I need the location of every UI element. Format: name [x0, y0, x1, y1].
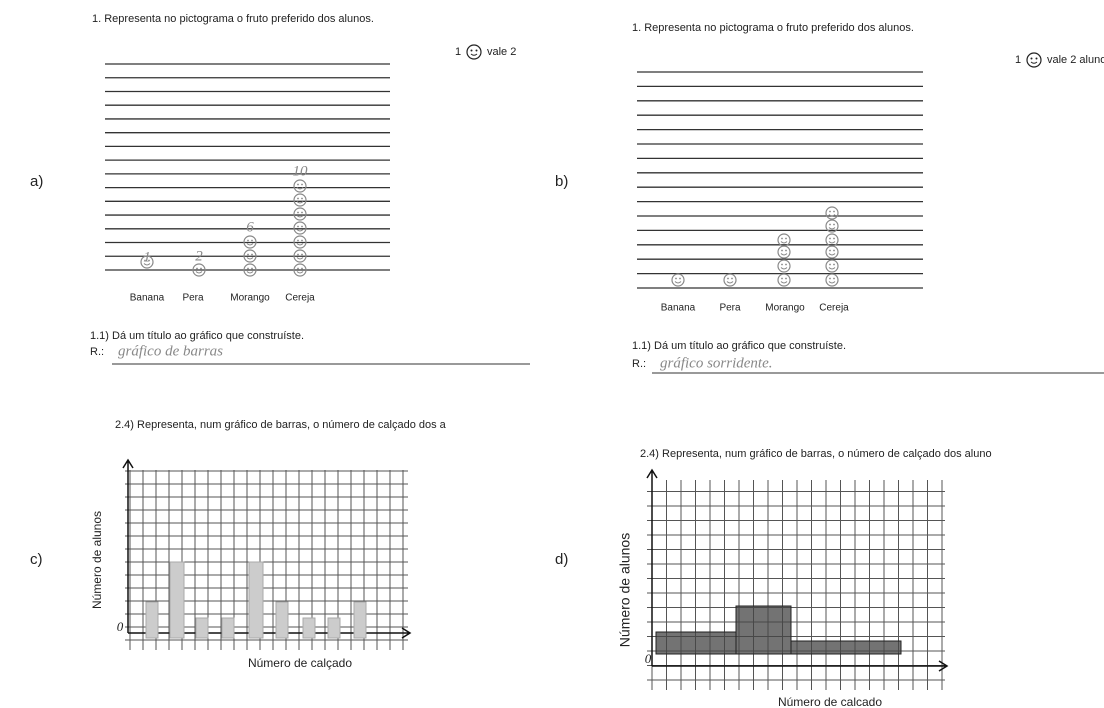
- subquestion: 1.1) Dá um título ao gráfico que constru…: [632, 340, 846, 352]
- hand-drawn-bars: [145, 561, 367, 639]
- key-prefix: 1: [455, 46, 461, 58]
- handwritten-count: 10: [293, 163, 309, 179]
- category-label: Banana: [661, 303, 696, 314]
- question: 1. Representa no pictograma o fruto pref…: [92, 13, 374, 25]
- panel-c: c) 2.4) Representa, num gráfico de barra…: [30, 419, 447, 670]
- category-label: Pera: [719, 303, 741, 314]
- key-text: vale 2: [487, 46, 516, 58]
- handwritten-answer: gráfico sorridente.: [660, 355, 773, 371]
- handwritten-count: 6: [246, 219, 254, 235]
- axis-arrow: [646, 468, 658, 666]
- category-label: Cereja: [819, 303, 849, 314]
- pictogram-icons: [140, 179, 307, 277]
- question: 2.4) Representa, num gráfico de barras, …: [115, 419, 447, 431]
- answer-prefix: R.:: [632, 358, 646, 370]
- key-icon: [466, 44, 482, 60]
- x-axis-label: Número de calçado: [248, 656, 352, 670]
- hand-drawn-bars: [655, 605, 902, 655]
- answer-prefix: R.:: [90, 346, 104, 358]
- category-label: Morango: [765, 303, 805, 314]
- key-icon: [1026, 52, 1042, 68]
- panel-label: b): [555, 173, 568, 190]
- panel-b: b) 1. Representa no pictograma o fruto p…: [555, 22, 1104, 374]
- key-prefix: 1: [1015, 54, 1021, 66]
- handwritten-count: 2: [195, 248, 203, 264]
- panel-label: a): [30, 173, 43, 190]
- panel-label: c): [30, 551, 43, 568]
- handwritten-answer: gráfico de barras: [118, 343, 223, 359]
- axis-arrow: [122, 458, 134, 633]
- x-axis-label: Número de calcado: [778, 695, 882, 708]
- panel-d: d) 2.4) Representa, num gráfico de barra…: [555, 448, 992, 708]
- axis-arrow: [652, 660, 949, 672]
- question: 1. Representa no pictograma o fruto pref…: [632, 22, 914, 34]
- category-label: Pera: [182, 293, 204, 304]
- category-label: Cereja: [285, 293, 315, 304]
- y-axis-label: Número de alunos: [617, 533, 633, 647]
- handwritten-origin: 0: [645, 651, 652, 666]
- handwritten-origin: 0: [117, 619, 124, 634]
- category-label: Banana: [130, 293, 165, 304]
- key-text: vale 2 aluno: [1047, 54, 1104, 66]
- category-label: Morango: [230, 293, 270, 304]
- handwritten-count: 1: [143, 249, 151, 265]
- panel-a: a) 1. Representa no pictograma o fruto p…: [30, 13, 530, 365]
- panel-label: d): [555, 551, 568, 568]
- question: 2.4) Representa, num gráfico de barras, …: [640, 448, 992, 460]
- y-axis-label: Número de alunos: [90, 511, 104, 609]
- subquestion: 1.1) Dá um título ao gráfico que constru…: [90, 330, 304, 342]
